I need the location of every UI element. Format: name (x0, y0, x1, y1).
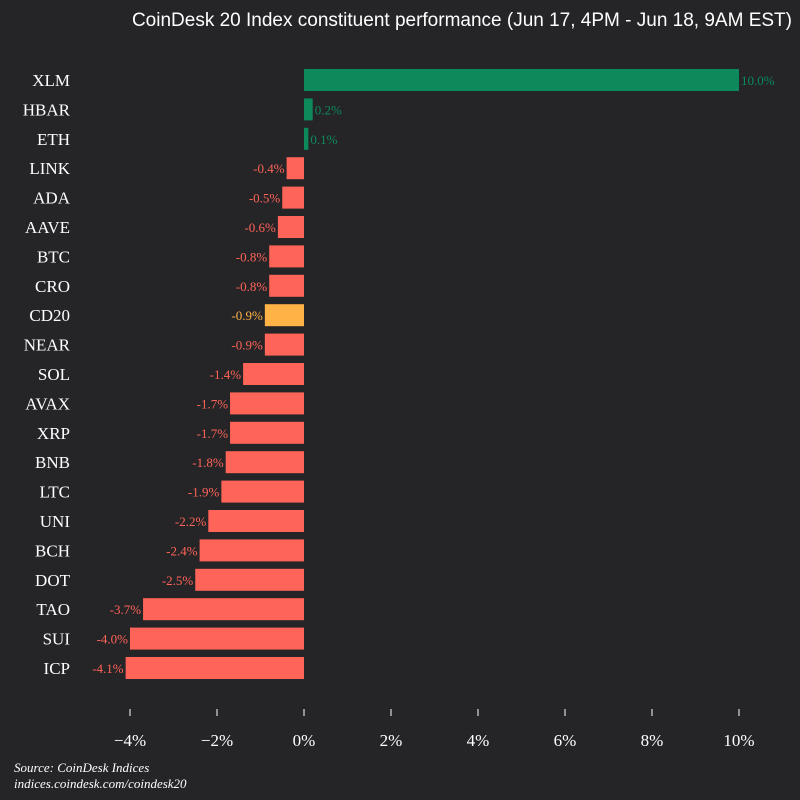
value-label: -1.7% (197, 396, 229, 411)
category-label: BCH (35, 541, 70, 560)
value-label: -4.1% (92, 661, 124, 676)
x-tick-label: 2% (380, 731, 403, 750)
bar-ltc (221, 480, 304, 503)
source-url: indices.coindesk.com/coindesk20 (14, 776, 187, 791)
bar-xrp (230, 421, 304, 444)
category-label: SUI (43, 630, 71, 649)
category-label: SOL (38, 365, 70, 384)
category-label: BTC (37, 247, 70, 266)
category-label: CRO (35, 277, 70, 296)
x-tick-label: −2% (201, 731, 233, 750)
chart-title: CoinDesk 20 Index constituent performanc… (131, 10, 792, 31)
category-label: NEAR (24, 336, 71, 355)
value-label: -0.9% (231, 338, 263, 353)
x-tick-label: 0% (293, 731, 316, 750)
category-label: ICP (44, 659, 70, 678)
value-label: -0.4% (253, 161, 285, 176)
bar-btc (269, 245, 304, 268)
value-label: -0.6% (244, 220, 276, 235)
category-label: LINK (29, 159, 70, 178)
category-label: HBAR (23, 100, 71, 119)
bar-tao (143, 598, 304, 621)
x-tick-label: 8% (641, 731, 664, 750)
category-label: UNI (40, 512, 71, 531)
value-label: -3.7% (110, 602, 142, 617)
category-label: LTC (39, 483, 70, 502)
category-label: XLM (32, 71, 70, 90)
category-label: AAVE (25, 218, 70, 237)
bar-dot (195, 568, 304, 591)
value-label: -4.0% (97, 632, 129, 647)
value-label: -0.8% (236, 249, 268, 264)
category-label: DOT (35, 571, 71, 590)
source-note: Source: CoinDesk Indices indices.coindes… (14, 760, 187, 792)
bar-eth (304, 127, 309, 150)
bar-uni (208, 510, 304, 532)
value-label: 0.2% (315, 102, 342, 117)
category-label: ADA (33, 189, 71, 208)
value-label: 0.1% (310, 132, 337, 147)
value-label: -2.4% (166, 543, 198, 558)
category-label: ETH (37, 130, 70, 149)
category-label: CD20 (29, 306, 70, 325)
bar-hbar (304, 98, 313, 121)
bar-bnb (225, 451, 304, 474)
x-tick-label: 4% (467, 731, 490, 750)
value-label: 10.0% (741, 73, 775, 88)
value-label: -1.7% (197, 426, 229, 441)
bar-aave (277, 216, 304, 238)
bar-sui (130, 627, 304, 650)
bar-avax (230, 392, 304, 415)
category-labels: XLM HBAR ETH LINK ADA AAVE BTC CRO CD20 NEAR SOL AV… (23, 71, 71, 678)
value-label: -0.9% (231, 308, 263, 323)
category-label: XRP (37, 424, 70, 443)
value-label: -2.5% (162, 573, 194, 588)
bar-icp (125, 657, 305, 679)
x-tick-label: 10% (723, 731, 754, 750)
bar-link (286, 157, 304, 180)
category-label: BNB (35, 453, 70, 472)
bar-cro (269, 274, 304, 297)
bar-cd20 (264, 304, 304, 327)
value-label: -0.5% (249, 191, 281, 206)
x-axis: −4% −2% 0% 2% 4% 6% 8% 10% (114, 709, 755, 750)
source-line: Source: CoinDesk Indices (14, 760, 150, 775)
bar-near (264, 333, 304, 356)
bars-layer (125, 69, 739, 679)
x-tick-label: −4% (114, 731, 146, 750)
bar-ada (282, 186, 304, 209)
bar-sol (243, 363, 304, 385)
value-label: -1.4% (210, 367, 242, 382)
value-label: -1.9% (188, 485, 220, 500)
value-label: -2.2% (175, 514, 207, 529)
bar-bch (199, 539, 304, 562)
bar-xlm (304, 69, 739, 91)
category-label: TAO (36, 600, 70, 619)
value-labels: 10.0% 0.2% 0.1% -0.4% -0.5% -0.6% -0.8% -0.8% -0… (92, 73, 775, 676)
value-label: -0.8% (236, 279, 268, 294)
value-label: -1.8% (192, 455, 224, 470)
category-label: AVAX (25, 394, 70, 413)
x-tick-label: 6% (554, 731, 577, 750)
